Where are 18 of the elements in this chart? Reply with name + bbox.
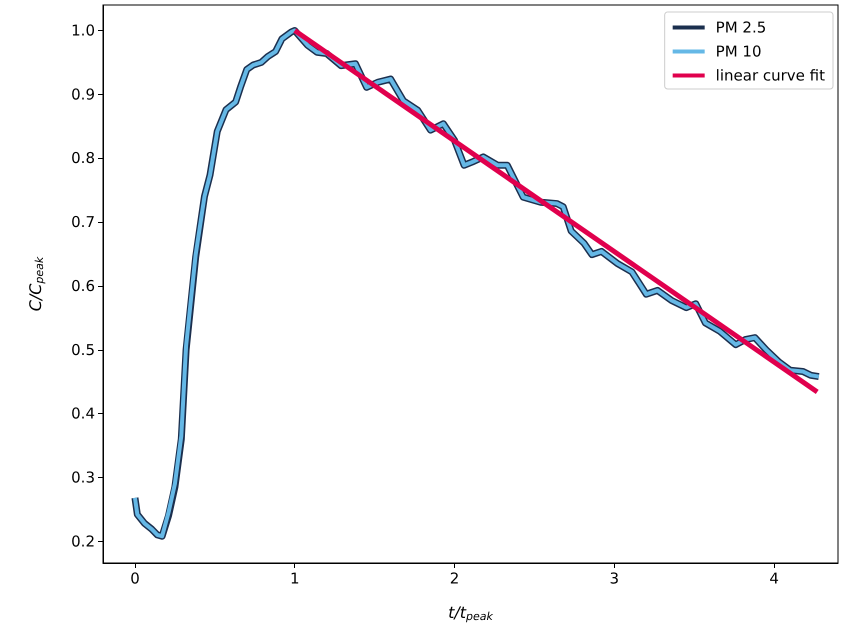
y-tick-label: 0.9	[71, 85, 95, 104]
x-tick-label: 1	[290, 570, 300, 588]
legend-label: PM 10	[716, 42, 762, 60]
x-tick-label: 2	[450, 570, 460, 588]
y-tick-label: 0.5	[71, 340, 95, 359]
y-tick-label: 0.3	[71, 468, 95, 486]
x-tick-label: 3	[610, 570, 620, 588]
y-axis-title: C/Cpeak	[26, 256, 46, 312]
y-tick-label: 0.2	[71, 532, 95, 550]
legend-label: PM 2.5	[716, 18, 766, 36]
y-tick-label: 0.7	[71, 213, 95, 232]
y-tick-label: 0.8	[71, 149, 95, 168]
y-tick-label: 1.0	[71, 22, 95, 40]
y-tick-label: 0.4	[71, 404, 95, 423]
legend-label: linear curve fit	[716, 66, 826, 84]
x-tick-label: 0	[130, 570, 140, 588]
x-tick-label: 4	[769, 570, 779, 588]
y-tick-label: 0.6	[71, 276, 95, 295]
